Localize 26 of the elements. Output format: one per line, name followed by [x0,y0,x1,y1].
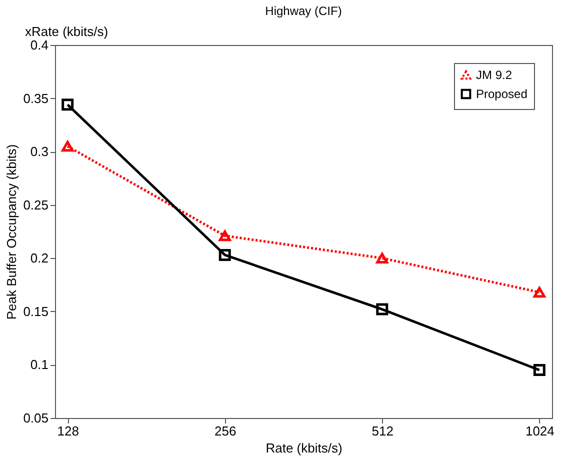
legend-label: JM 9.2 [476,68,512,82]
legend-label: Proposed [476,87,528,101]
x-tick-label: 512 [372,424,394,438]
point [533,364,546,376]
y-tick-label: 0.15 [23,304,48,319]
y-tick-label: 0.2 [30,250,48,266]
point [376,252,388,264]
point [376,303,388,316]
point [62,98,74,111]
y-axis-title: Peak Buffer Occupancy (kbits) [4,144,20,320]
point [218,248,231,261]
point [533,286,546,298]
x-tick-label: 128 [57,424,79,438]
y-tick-label: 0.05 [23,410,48,426]
y-tick-label: 0.25 [23,197,48,212]
y-tick-label: 0.35 [23,90,48,106]
point [218,230,231,242]
x-tick-label: 1024 [525,424,554,438]
x-axis-title: Rate (kbits/s) [266,440,342,456]
point [62,140,74,152]
y-tick-label: 0.3 [30,144,48,160]
x-tick-label: 256 [214,424,236,438]
y-tick-label: 0.4 [30,38,48,52]
text: xRate (kbits/s) [25,24,108,39]
y-tick-label: 0.1 [30,357,48,372]
chart-title: Highway (CIF) [265,4,342,18]
